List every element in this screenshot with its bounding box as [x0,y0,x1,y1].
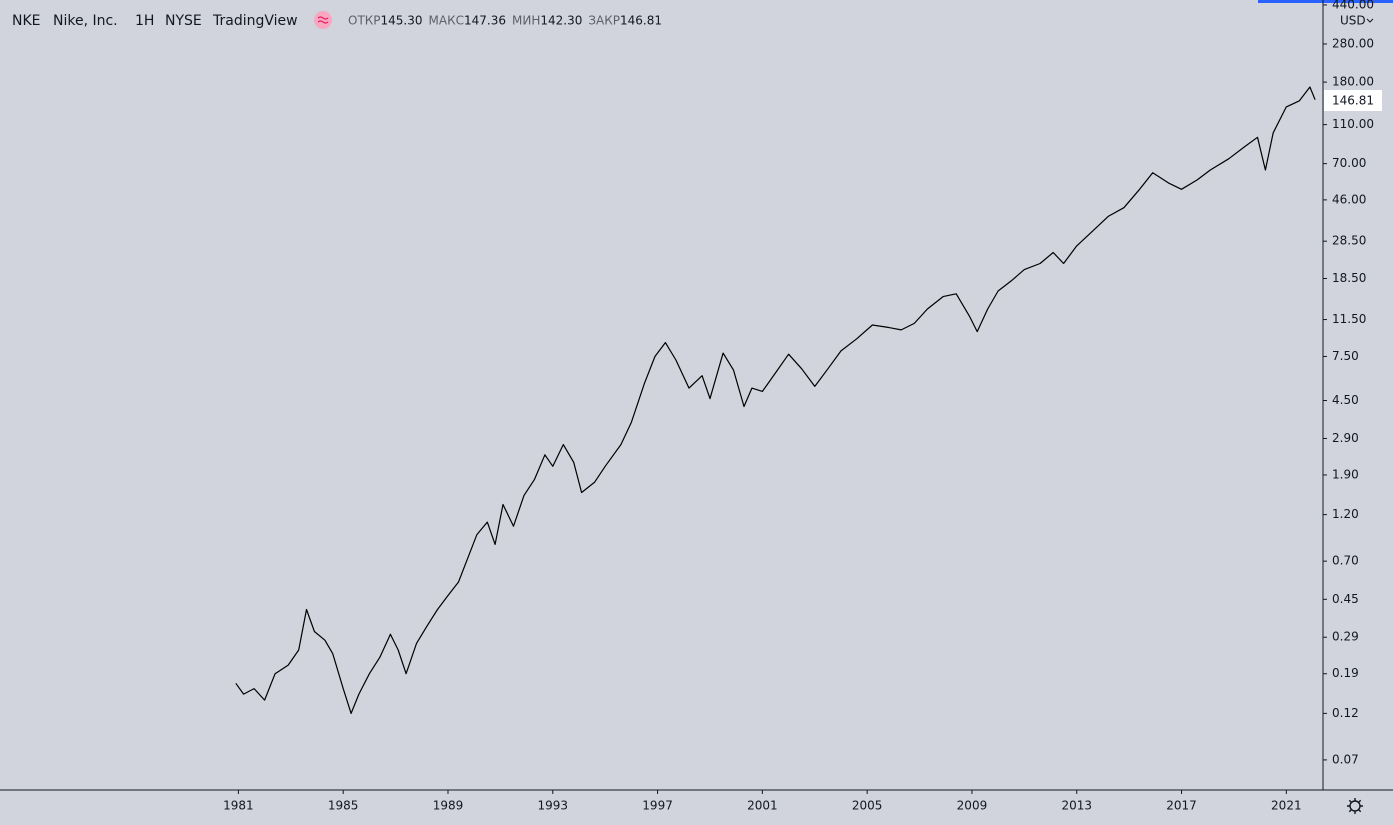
y-tick-label: 4.50 [1332,393,1359,407]
interval[interactable]: 1H [135,13,154,29]
ohlc-value: 147.36 [464,14,506,28]
y-tick-label: 280.00 [1332,36,1374,50]
source[interactable]: TradingView [212,13,298,29]
x-tick-label: 1989 [433,799,464,813]
y-tick-label: 0.45 [1332,592,1359,606]
ohlc-label: ЗАКР [588,14,620,28]
x-tick-label: 1981 [223,799,254,813]
x-tick-label: 2009 [957,799,988,813]
y-tick-label: 0.12 [1332,706,1359,720]
last-price-box [1324,90,1382,111]
y-tick-label: 46.00 [1332,192,1366,206]
y-tick-label: 7.50 [1332,349,1359,363]
y-tick-label: 28.50 [1332,234,1366,248]
x-tick-label: 2005 [852,799,883,813]
ohlc: ОТКР 145.30 МАКС 147.36 МИН 142.30 ЗАКР 146.81 [348,14,662,28]
y-tick-label: 0.07 [1332,752,1359,766]
ohlc-label: ОТКР [348,14,381,28]
y-tick-label: 0.19 [1332,666,1359,680]
currency-caret [1366,18,1374,23]
ohlc-value: 146.81 [620,14,662,28]
exchange[interactable]: NYSE [165,13,202,29]
x-tick-label: 1993 [538,799,569,813]
y-tick-label: 110.00 [1332,117,1374,131]
ohlc-value: 142.30 [540,14,582,28]
y-tick-label: 0.70 [1332,554,1359,568]
y-tick-label: 0.29 [1332,630,1359,644]
y-tick-label: 70.00 [1332,156,1366,170]
x-tick-label: 2021 [1271,799,1302,813]
status-icon[interactable] [314,11,332,29]
settings-icon[interactable] [1347,798,1363,814]
y-tick-label: 2.90 [1332,431,1359,445]
symbol[interactable]: NKE [12,13,41,29]
currency-box [1330,12,1376,29]
status-icon-glyph [317,16,329,24]
x-tick-label: 1985 [328,799,359,813]
x-tick-label: 2013 [1061,799,1092,813]
y-tick-label: 180.00 [1332,75,1374,89]
currency[interactable]: USD [1340,14,1366,28]
y-tick-label: 440.00 [1332,0,1374,11]
y-tick-label: 1.20 [1332,507,1359,521]
y-tick-label: 1.90 [1332,467,1359,481]
x-tick-label: 1997 [642,799,673,813]
ohlc-label: МИН [512,14,540,28]
last-price: 146.81 [1332,94,1374,108]
ohlc-value: 145.30 [381,14,423,28]
y-tick-label: 11.50 [1332,312,1366,326]
price-line [235,86,1316,714]
y-tick-label: 18.50 [1332,271,1366,285]
x-tick-label: 2001 [747,799,778,813]
company-name[interactable]: Nike, Inc. [53,13,118,29]
top-accent [1258,0,1393,3]
ohlc-label: МАКС [429,14,464,28]
x-tick-label: 2017 [1166,799,1197,813]
